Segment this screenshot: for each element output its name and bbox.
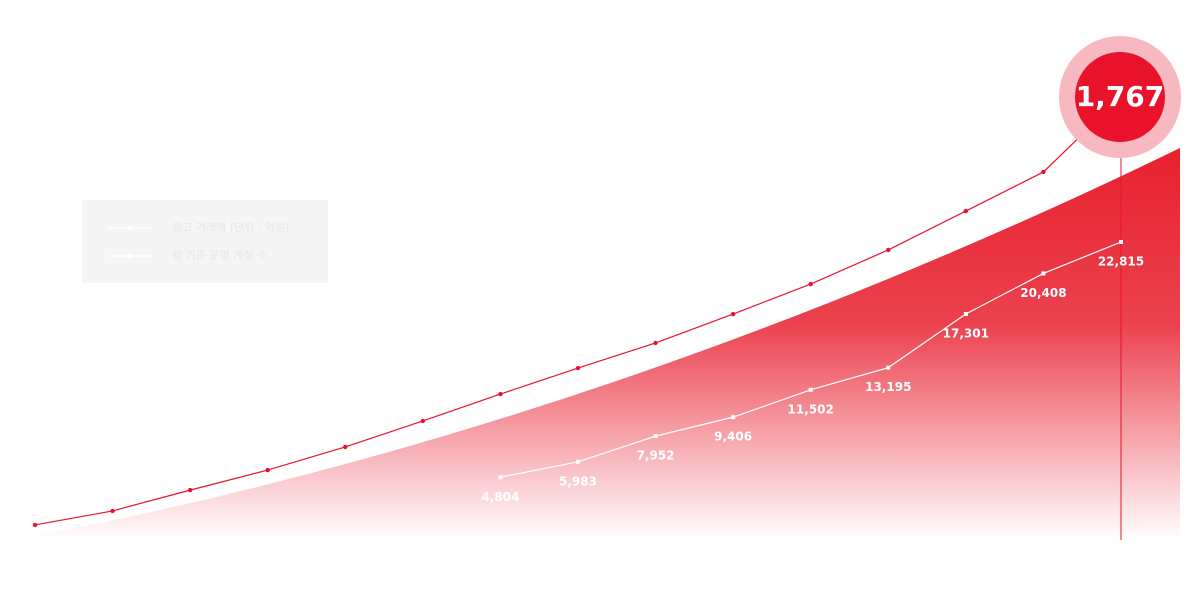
point bbox=[343, 444, 348, 450]
value-label: 7,952 bbox=[637, 449, 675, 463]
value-label: 17,301 bbox=[943, 327, 989, 341]
point bbox=[32, 522, 38, 528]
point bbox=[187, 487, 193, 493]
value-label: 11,502 bbox=[788, 402, 834, 416]
highlight-label: 1,767 bbox=[1076, 80, 1165, 113]
point bbox=[731, 415, 736, 420]
highlight-circle bbox=[1075, 52, 1165, 142]
value-label: 20,408 bbox=[1020, 286, 1066, 300]
point bbox=[808, 387, 813, 392]
series-layer: 4,804 5,983 7,952 9,406 11,502 13,195 17,301 20… bbox=[32, 96, 1144, 528]
point bbox=[808, 281, 813, 287]
point bbox=[1041, 169, 1046, 175]
value-label: 13,195 bbox=[865, 380, 911, 394]
legend bbox=[82, 200, 328, 283]
value-label: 4,804 bbox=[481, 490, 519, 504]
point bbox=[653, 340, 658, 346]
area-decoration bbox=[15, 148, 1180, 540]
point bbox=[963, 208, 969, 214]
point bbox=[963, 312, 968, 317]
value-label: 9,406 bbox=[714, 430, 752, 444]
point bbox=[575, 365, 581, 371]
legend-label: 광고 거래액 (단위 : 억원) bbox=[172, 221, 289, 234]
value-label: 22,815 bbox=[1098, 255, 1144, 269]
point bbox=[265, 467, 270, 473]
point bbox=[730, 311, 736, 317]
point bbox=[575, 459, 580, 464]
point bbox=[653, 434, 658, 439]
value-label: 5,983 bbox=[559, 474, 597, 488]
point bbox=[886, 365, 891, 370]
point bbox=[110, 508, 115, 514]
legend-marker bbox=[128, 254, 132, 258]
point bbox=[498, 475, 503, 480]
point bbox=[420, 418, 426, 424]
point bbox=[498, 391, 503, 397]
point bbox=[1041, 271, 1046, 276]
legend-marker bbox=[127, 225, 133, 231]
legend-label: 월 기준 운영 계정 수 bbox=[172, 249, 267, 262]
point bbox=[1118, 240, 1123, 244]
point bbox=[886, 247, 891, 253]
